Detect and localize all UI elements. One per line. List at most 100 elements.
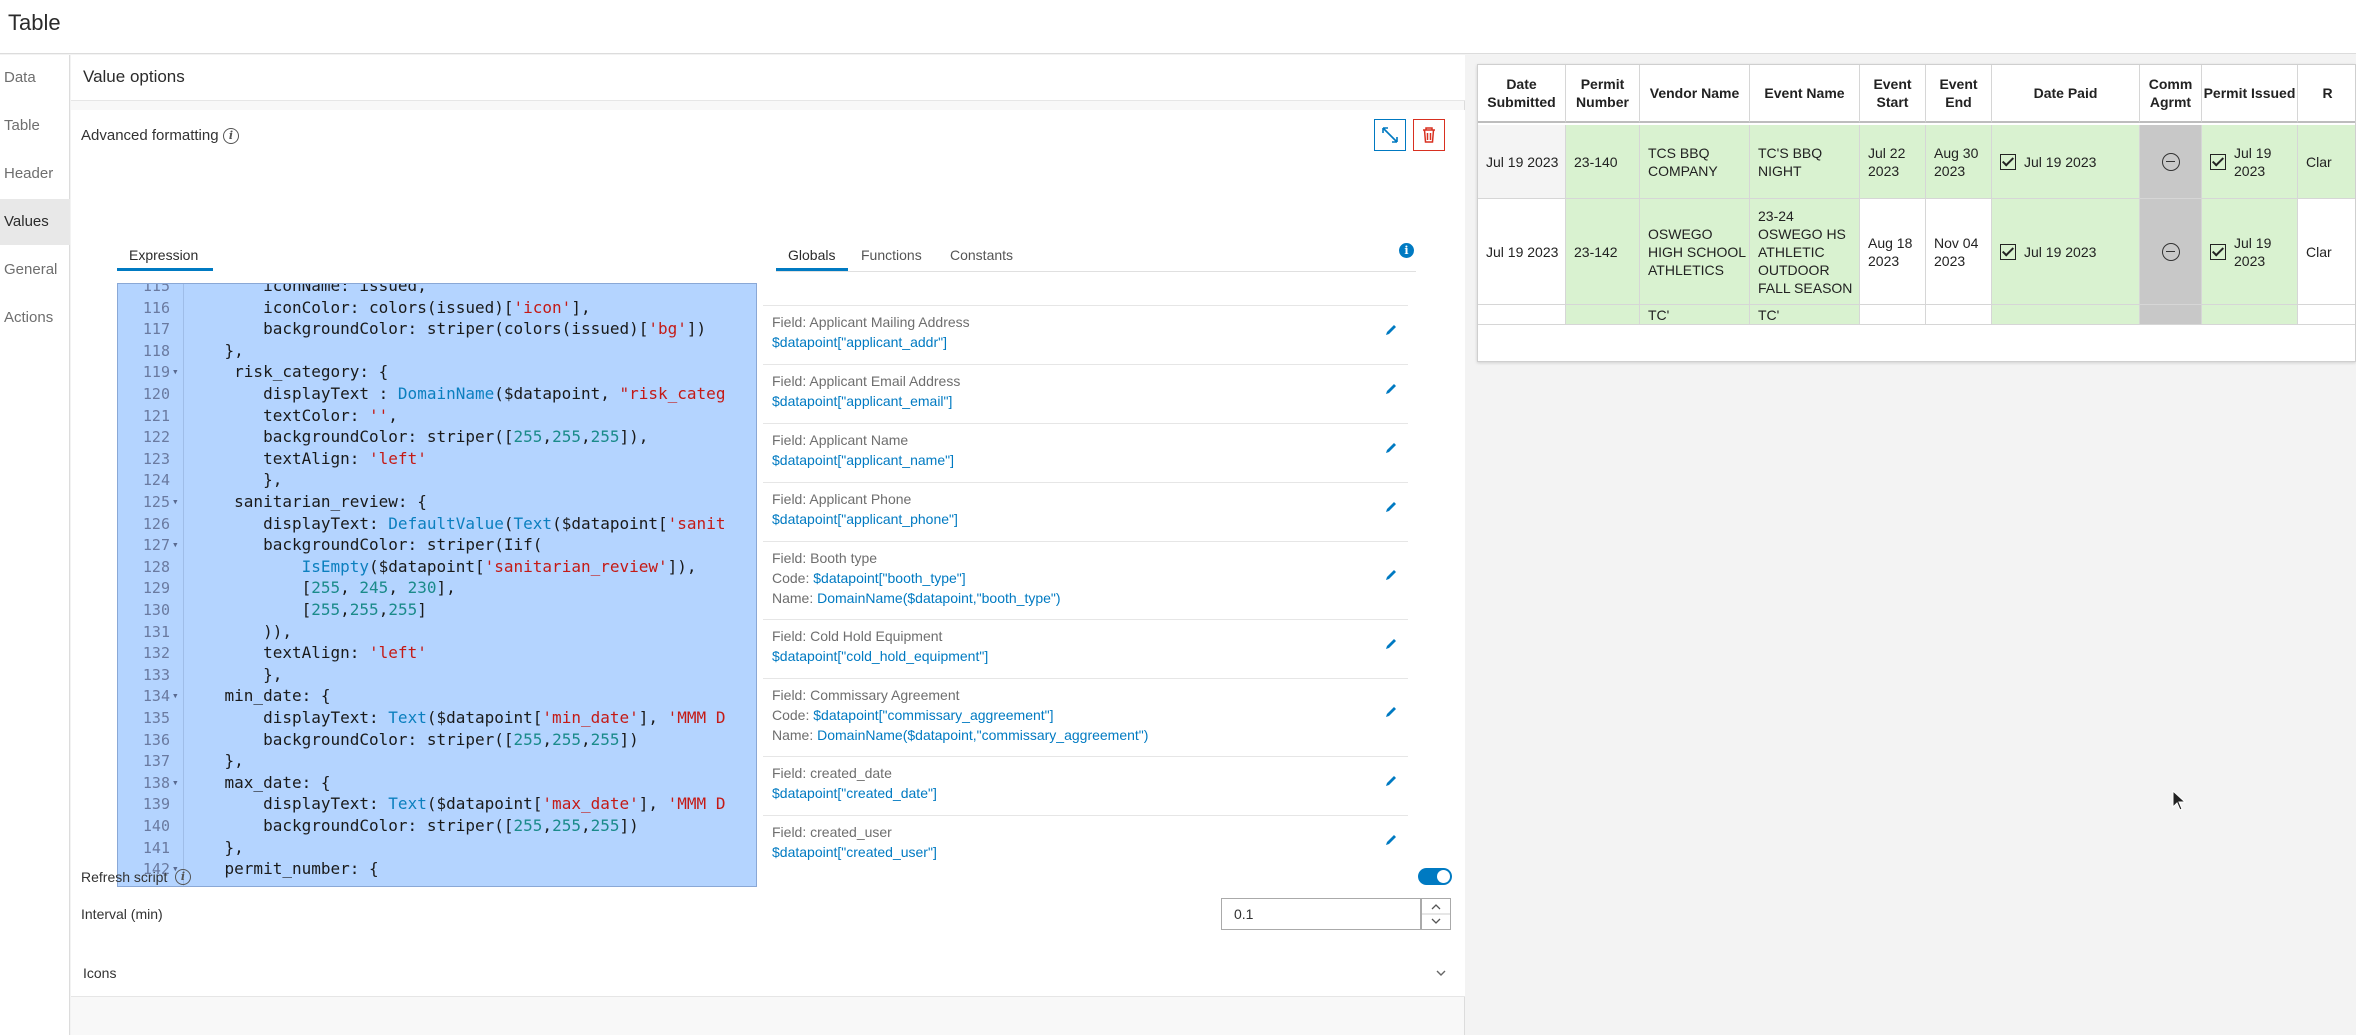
column-header[interactable]: Event End	[1926, 65, 1992, 123]
globals-list-item[interactable]: Field: created_user $datapoint["created_u…	[763, 815, 1408, 862]
tabs-divider	[776, 271, 1416, 272]
tab-globals[interactable]: Globals	[788, 247, 836, 263]
column-header[interactable]: Comm Agrmt	[2140, 65, 2202, 123]
column-header[interactable]: Vendor Name	[1640, 65, 1750, 123]
minus-circle-icon	[2161, 152, 2180, 171]
table-cell-text: Jul 19 2023	[1486, 243, 1559, 260]
fold-toggle-icon[interactable]: ▾	[172, 495, 179, 508]
edit-pencil-icon[interactable]	[1384, 323, 1398, 337]
table-cell: Jul 19 2023	[1478, 199, 1566, 305]
tab-functions[interactable]: Functions	[861, 247, 922, 263]
code-text: displayText: Text($datapoint['max_date']…	[186, 794, 726, 814]
code-text: backgroundColor: striper(Iif(	[186, 535, 543, 555]
line-number: 129	[142, 579, 170, 598]
nav-item-values[interactable]: Values	[0, 199, 70, 245]
tab-expression[interactable]: Expression	[129, 247, 199, 263]
fold-toggle-icon[interactable]: ▾	[172, 365, 179, 379]
edit-pencil-icon[interactable]	[1384, 382, 1398, 396]
global-field-label: Field: Applicant Phone	[772, 491, 912, 507]
column-header[interactable]: Event Start	[1860, 65, 1926, 123]
globals-list-item[interactable]: Field: Commissary Agreement Code: $datapo…	[763, 678, 1408, 744]
code-line: 117 backgroundColor: striper(colors(issu…	[118, 318, 756, 340]
global-field-expression: $datapoint["applicant_email"]	[772, 393, 953, 409]
fold-toggle-icon[interactable]: ▾	[172, 862, 179, 876]
global-field-expression: $datapoint["commissary_aggreement"]	[813, 707, 1054, 723]
column-header[interactable]: Event Name	[1750, 65, 1860, 123]
edit-pencil-icon[interactable]	[1384, 637, 1398, 651]
global-field-expression-row: Name: DomainName($datapoint,"booth_type"…	[772, 590, 1061, 606]
globals-list-item[interactable]: Field: Applicant Email Address $datapoint…	[763, 364, 1408, 411]
table-cell: Jul 19 2023	[1992, 199, 2140, 305]
global-field-expression: $datapoint["applicant_addr"]	[772, 334, 947, 350]
globals-list-item[interactable]: Field: Booth type Code: $datapoint["booth…	[763, 541, 1408, 607]
global-field-expression-row: Code: $datapoint["commissary_aggreement"…	[772, 707, 1054, 723]
nav-item-data[interactable]: Data	[4, 69, 36, 86]
globals-info-icon[interactable]: i	[1399, 243, 1414, 258]
globals-list-item[interactable]: Field: Cold Hold Equipment $datapoint["co…	[763, 619, 1408, 666]
table-cell-text: OSWEGO HIGH SCHOOL ATHLETICS	[1648, 225, 1746, 278]
line-number: 131	[142, 622, 170, 641]
table-cell-text: Aug 30 2023	[1934, 144, 1979, 179]
table-cell-text: Jul 19 2023	[2234, 234, 2272, 269]
column-header[interactable]: Date Submitted	[1478, 65, 1566, 123]
refresh-script-toggle[interactable]	[1418, 868, 1452, 885]
code-line: 122 backgroundColor: striper([255,255,25…	[118, 426, 756, 448]
line-number: 138	[142, 773, 170, 792]
code-line: 137 },	[118, 750, 756, 772]
column-header[interactable]: Date Paid	[1992, 65, 2140, 123]
expand-button[interactable]	[1374, 119, 1406, 151]
line-number: 130	[142, 601, 170, 619]
fold-toggle-icon[interactable]: ▾	[172, 689, 179, 703]
global-field-expression-row: Code: $datapoint["booth_type"]	[772, 570, 966, 586]
refresh-info-icon[interactable]: i	[175, 869, 191, 885]
delete-button[interactable]	[1413, 119, 1445, 151]
globals-list-item[interactable]: Field: Applicant Mailing Address $datapoi…	[763, 305, 1408, 352]
edit-pencil-icon[interactable]	[1384, 705, 1398, 719]
code-editor[interactable]: 115 iconName: issued, 116 iconColor: colo…	[117, 283, 757, 887]
table-cell-text: Jul 19 2023	[2234, 144, 2272, 179]
code-text: max_date: {	[186, 772, 331, 792]
global-field-expression: DomainName($datapoint,"commissary_aggree…	[817, 727, 1149, 743]
code-text: min_date: {	[186, 686, 331, 706]
icons-section[interactable]: Icons	[71, 951, 1465, 997]
edit-pencil-icon[interactable]	[1384, 441, 1398, 455]
table-cell: 23-24 OSWEGO HS ATHLETIC OUTDOOR FALL SE…	[1750, 199, 1860, 305]
table-cell-text: Clar	[2306, 153, 2332, 170]
table-cell-text: Clar	[2306, 243, 2332, 260]
line-number: 122	[142, 428, 170, 447]
code-text: displayText : DomainName($datapoint, "ri…	[186, 384, 726, 403]
globals-list-item[interactable]: Field: Applicant Name $datapoint["applica…	[763, 423, 1408, 470]
fold-toggle-icon[interactable]: ▾	[172, 538, 179, 552]
code-text: backgroundColor: striper([255,255,255]),	[186, 427, 649, 447]
fold-toggle-icon[interactable]: ▾	[172, 775, 179, 789]
column-header[interactable]: Permit Issued	[2202, 65, 2298, 123]
globals-list-item[interactable]: Field: Applicant Phone $datapoint["applic…	[763, 482, 1408, 529]
tab-constants[interactable]: Constants	[950, 247, 1014, 263]
table-cell: TC'S BBQ NIGHT	[1750, 125, 1860, 199]
line-number: 124	[142, 471, 170, 490]
nav-item-general[interactable]: General	[4, 261, 58, 278]
edit-pencil-icon[interactable]	[1384, 500, 1398, 514]
global-field-expression: $datapoint["created_date"]	[772, 785, 937, 801]
line-number: 125	[142, 493, 170, 511]
column-header[interactable]: R	[2298, 65, 2355, 123]
edit-pencil-icon[interactable]	[1384, 833, 1398, 847]
code-text: backgroundColor: striper([255,255,255])	[186, 816, 639, 835]
info-icon[interactable]: i	[223, 128, 239, 144]
table-cell-text: Aug 18 2023	[1868, 234, 1913, 269]
code-text: textAlign: 'left'	[186, 643, 427, 663]
line-number: 139	[142, 795, 170, 814]
edit-pencil-icon[interactable]	[1384, 568, 1398, 582]
globals-list-item[interactable]: Field: created_date $datapoint["created_d…	[763, 756, 1408, 803]
nav-item-header[interactable]: Header	[4, 165, 54, 182]
nav-item-actions[interactable]: Actions	[4, 309, 54, 326]
line-number: 136	[142, 730, 170, 749]
edit-pencil-icon[interactable]	[1384, 774, 1398, 788]
global-expression-prefix: Name:	[772, 727, 818, 743]
interval-stepper[interactable]	[1421, 898, 1451, 930]
code-text: textAlign: 'left'	[186, 448, 427, 468]
code-text: backgroundColor: striper(colors(issued)[…	[186, 319, 707, 339]
column-header[interactable]: Permit Number	[1566, 65, 1640, 123]
interval-input[interactable]: 0.1	[1221, 898, 1421, 930]
nav-item-table[interactable]: Table	[4, 117, 40, 134]
